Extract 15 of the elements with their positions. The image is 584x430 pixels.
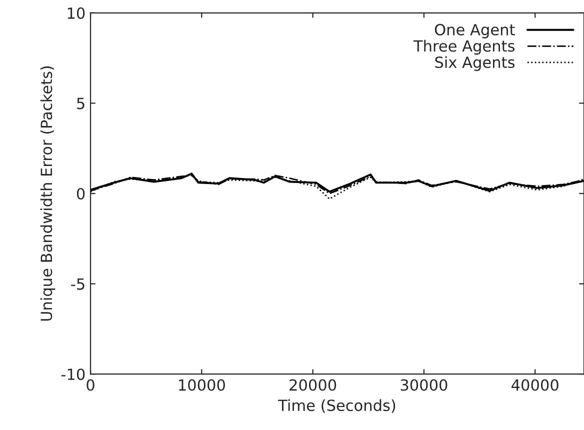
x-tick-label: 30000 [400,379,448,391]
x-axis-title: Time (Seconds) [278,399,396,413]
y-tick-label: 5 [77,98,84,110]
y-axis-title: Unique Bandwidth Error (Packets) [40,66,56,321]
legend-label: Three Agents [413,40,515,55]
y-tick-label: -10 [61,368,85,380]
x-tick-label: 10000 [179,379,225,391]
y-tick-label: 10 [68,7,85,19]
legend-label: Six Agents [435,56,515,72]
x-tick-label: 0 [86,379,94,391]
x-tick-label: 40000 [512,379,558,391]
y-tick-label: 0 [76,188,85,200]
y-tick-label: -5 [71,278,84,290]
x-tick-label: 20000 [290,379,336,391]
legend-label: One Agent [434,24,515,38]
